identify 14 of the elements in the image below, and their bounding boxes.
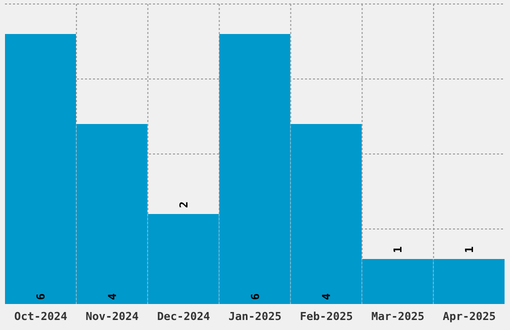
x-tick-label: Nov-2024: [86, 310, 140, 323]
data-label: 4: [320, 293, 334, 300]
data-label: 4: [106, 293, 119, 300]
data-label: 2: [177, 201, 190, 208]
data-label: 1: [463, 246, 476, 253]
x-tick-label: Apr-2025: [442, 310, 496, 323]
x-tick-label: Oct-2024: [14, 310, 68, 323]
x-tick-label: Feb-2025: [300, 310, 353, 323]
x-tick-label: Dec-2024: [157, 310, 210, 323]
data-label: 6: [248, 293, 262, 300]
x-tick-label: Jan-2025: [228, 310, 282, 323]
data-label: 6: [34, 293, 48, 300]
data-label: 1: [392, 246, 405, 253]
x-tick-label: Mar-2025: [371, 310, 424, 323]
